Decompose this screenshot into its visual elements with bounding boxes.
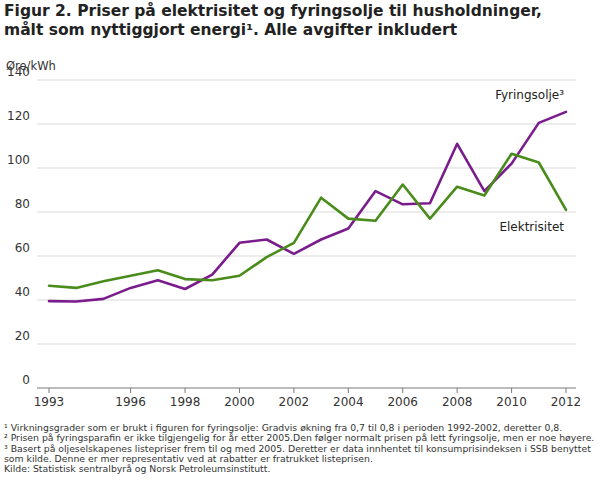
footnote: ³ Basert på oljeselskapenes listepriser … [4, 444, 604, 465]
footnote: Kilde: Statistisk sentralbyrå og Norsk P… [4, 464, 604, 474]
x-tick-label: 1993 [34, 395, 65, 409]
y-tick-label: 140 [7, 65, 30, 79]
x-tick-label: 1998 [170, 395, 201, 409]
x-tick [239, 388, 240, 393]
y-tick-label: 40 [15, 285, 30, 299]
grid-line [37, 168, 576, 169]
grid-line [37, 212, 576, 213]
x-tick-label: 2008 [442, 395, 473, 409]
x-tick [402, 388, 403, 393]
title: Figur 2. Priser på elektrisitet og fyrin… [4, 2, 564, 40]
x-tick [457, 388, 458, 393]
series-label: Fyringsolje³ [495, 88, 564, 102]
footnote: ¹ Virkningsgrader som er brukt i figuren… [4, 423, 604, 433]
grid-line [37, 344, 576, 345]
baseline [37, 388, 576, 389]
x-tick-label: 1996 [115, 395, 146, 409]
footnotes: ¹ Virkningsgrader som er brukt i figuren… [4, 423, 604, 474]
x-tick [49, 388, 50, 393]
chart: Øre/kWh020406080100120140199319961998200… [0, 0, 610, 488]
grid-line [37, 124, 576, 125]
x-tick [566, 388, 567, 393]
x-tick [185, 388, 186, 393]
x-tick-label: 2000 [224, 395, 255, 409]
x-tick-label: 2002 [279, 395, 310, 409]
grid-line [37, 80, 576, 81]
plot-lines [49, 112, 566, 302]
x-tick [348, 388, 349, 393]
y-tick-label: 20 [15, 329, 30, 343]
x-tick [130, 388, 131, 393]
x-tick [293, 388, 294, 393]
grid-line [37, 256, 576, 257]
x-tick-label: 2004 [333, 395, 364, 409]
series-line [49, 112, 566, 302]
y-tick-label: 0 [22, 373, 30, 387]
y-tick-label: 100 [7, 153, 30, 167]
series-label: Elektrisitet [499, 220, 564, 234]
y-tick-label: 80 [15, 197, 30, 211]
x-tick-label: 2010 [496, 395, 527, 409]
footnote: ² Prisen på fyringsparafin er ikke tilgj… [4, 433, 604, 443]
x-tick [511, 388, 512, 393]
series-line [49, 154, 566, 288]
y-tick-label: 60 [15, 241, 30, 255]
x-tick-label: 2006 [387, 395, 418, 409]
grid-line [37, 300, 576, 301]
y-tick-label: 120 [7, 109, 30, 123]
x-tick-label: 2012 [551, 395, 582, 409]
